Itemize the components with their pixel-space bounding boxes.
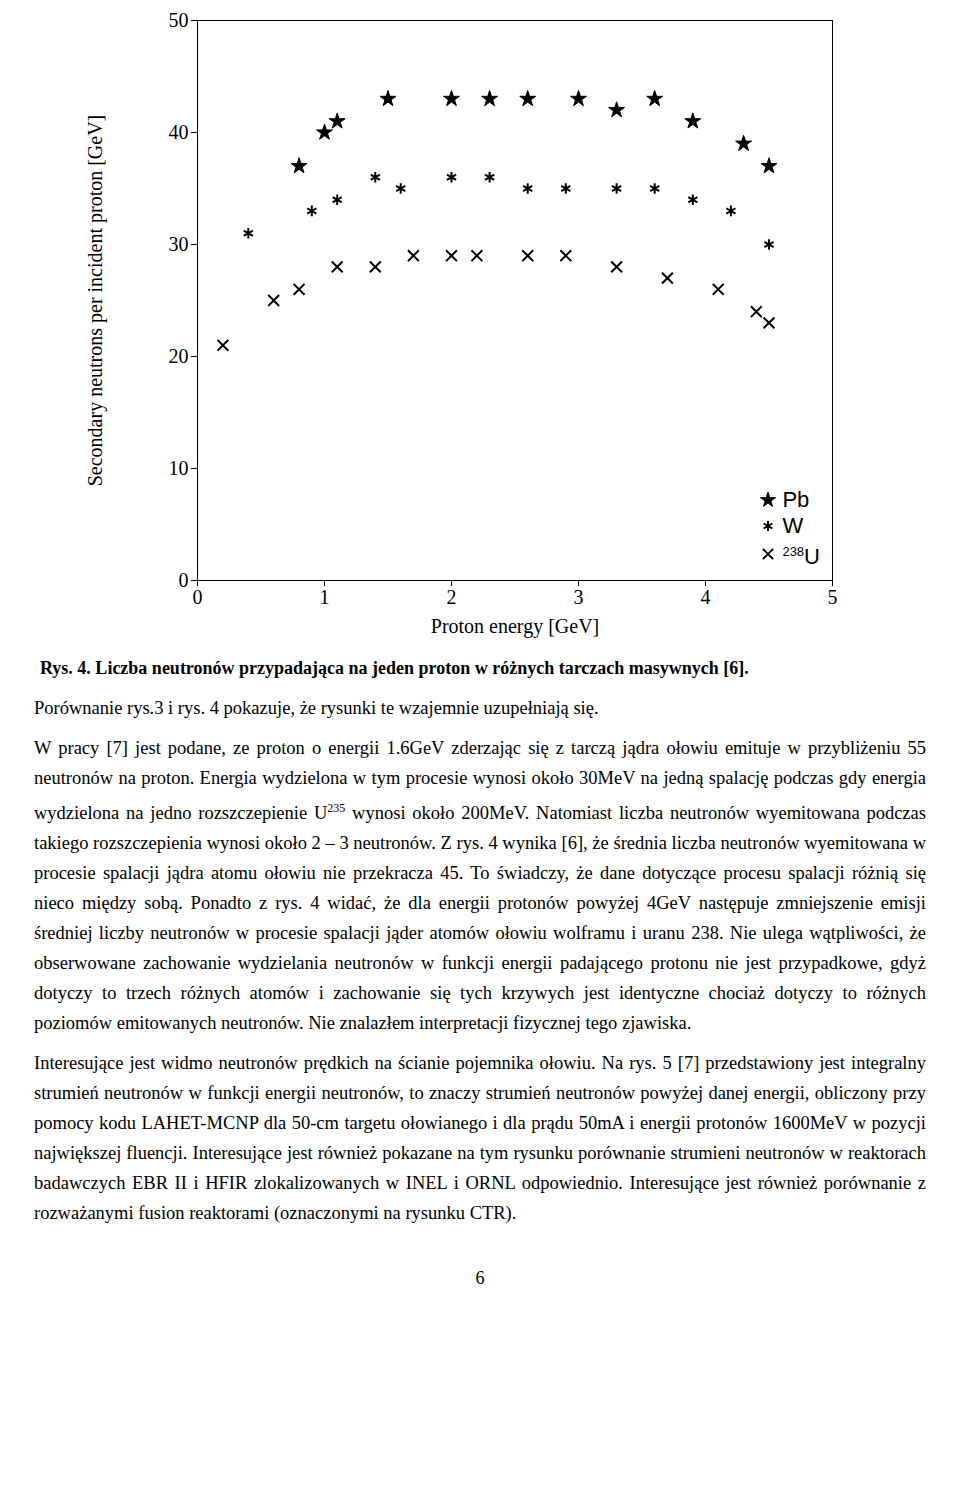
html-text:238U: 238U <box>782 543 820 569</box>
svg-text:50: 50 <box>169 9 189 31</box>
svg-text:0: 0 <box>179 569 189 591</box>
svg-text:30: 30 <box>169 233 189 255</box>
svg-text:Proton energy [GeV]: Proton energy [GeV] <box>431 615 599 638</box>
html-text:W pracy [7] jest podane, ze pr: W pracy [7] jest podane, ze proton o ene… <box>34 738 926 1034</box>
svg-text:Secondary neutrons per inciden: Secondary neutrons per incident proton [… <box>84 115 107 487</box>
html-text:Interesujące jest widmo neutro: Interesujące jest widmo neutronów prędki… <box>34 1053 926 1224</box>
svg-text:3: 3 <box>574 586 584 608</box>
svg-text:20: 20 <box>169 345 189 367</box>
svg-text:5: 5 <box>828 586 838 608</box>
html-text:Pb: Pb <box>782 486 810 512</box>
svg-text:10: 10 <box>169 457 189 479</box>
svg-text:1: 1 <box>320 586 330 608</box>
svg-text:4: 4 <box>701 586 711 608</box>
svg-text:40: 40 <box>169 121 189 143</box>
svg-text:2: 2 <box>447 586 457 608</box>
html-text:6: 6 <box>475 1268 485 1289</box>
svg-text:0: 0 <box>193 586 203 608</box>
html-text:Porównanie rys.3 i rys. 4 poka: Porównanie rys.3 i rys. 4 pokazuje, że r… <box>34 698 599 718</box>
html-text:W: W <box>782 512 804 538</box>
html-text:Rys. 4. Liczba neutronów przyp: Rys. 4. Liczba neutronów przypadająca na… <box>40 658 749 678</box>
